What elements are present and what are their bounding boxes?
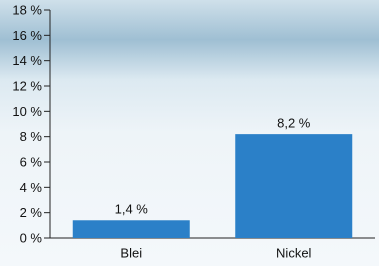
y-tick-label: 6 % <box>20 154 43 169</box>
y-tick-label: 18 % <box>12 2 42 17</box>
y-tick-label: 4 % <box>20 180 43 195</box>
y-tick-label: 8 % <box>20 129 43 144</box>
y-tick-label: 2 % <box>20 205 43 220</box>
y-tick-label: 14 % <box>12 53 42 68</box>
y-tick-label: 12 % <box>12 78 42 93</box>
bar <box>73 220 190 238</box>
page: {"chart_data": {"type": "bar", "categori… <box>0 0 379 266</box>
bar <box>235 134 352 238</box>
y-tick-label: 0 % <box>20 230 43 245</box>
value-label: 1,4 % <box>115 202 149 217</box>
x-tick-label: Blei <box>120 245 142 260</box>
value-label: 8,2 % <box>277 116 311 131</box>
y-tick-label: 16 % <box>12 28 42 43</box>
chart: 0 % 2 % 4 % 6 % 8 % 10 % 12 % 14 % 16 % 18 % Blei 1… <box>0 0 379 266</box>
x-tick-label: Nickel <box>276 245 312 260</box>
y-tick-label: 10 % <box>12 104 42 119</box>
